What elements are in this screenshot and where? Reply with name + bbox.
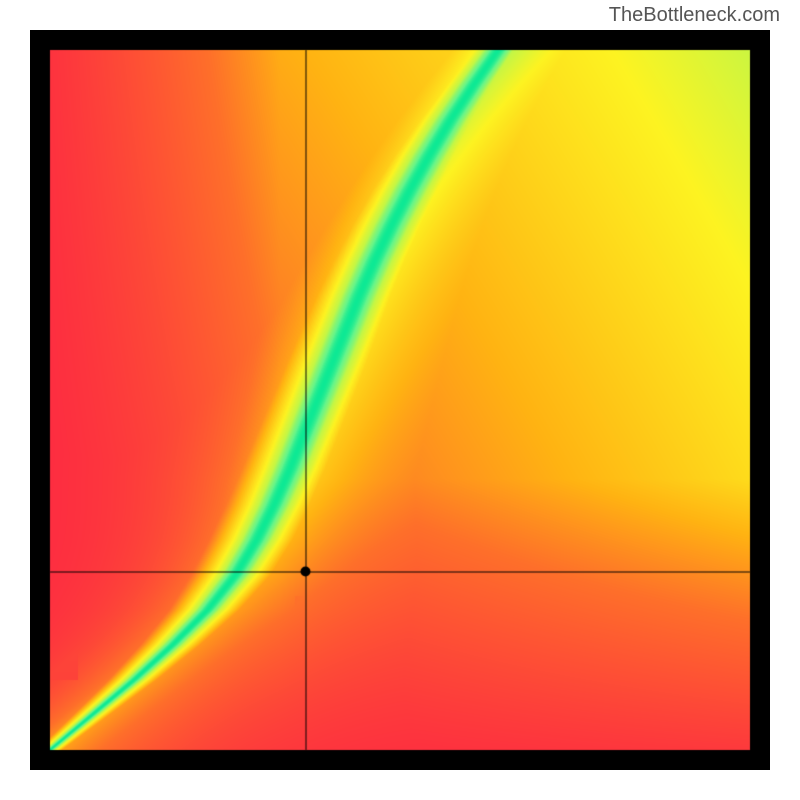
watermark-text: TheBottleneck.com: [609, 4, 780, 27]
overlay-canvas: [30, 30, 770, 770]
chart-container: TheBottleneck.com: [0, 0, 800, 800]
plot-area: [30, 30, 770, 770]
